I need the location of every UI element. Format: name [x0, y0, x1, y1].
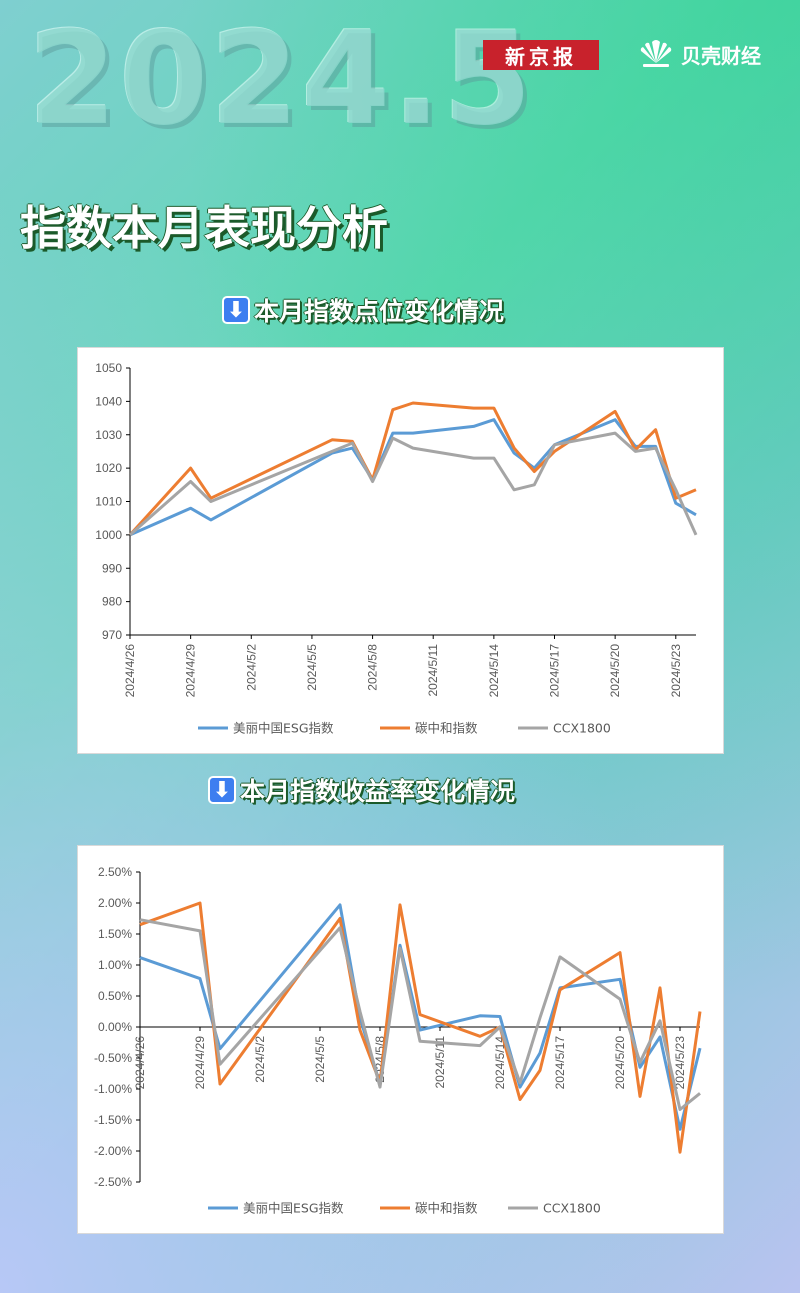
- x-tick-label: 2024/4/29: [193, 1036, 207, 1090]
- legend-label-carbon: 碳中和指数: [415, 1201, 478, 1216]
- x-tick-label: 2024/5/20: [608, 644, 622, 698]
- x-tick-label: 2024/5/8: [366, 644, 380, 691]
- legend-label-ccx: CCX1800: [553, 721, 611, 736]
- x-tick-label: 2024/4/29: [184, 644, 198, 698]
- y-tick-label: 1.00%: [98, 958, 132, 972]
- y-tick-label: 970: [102, 628, 122, 642]
- chart1-title-text: 本月指数点位变化情况: [254, 297, 505, 326]
- y-tick-label: 1030: [95, 428, 122, 442]
- y-tick-label: 1020: [95, 461, 122, 475]
- x-tick-label: 2024/5/17: [553, 1036, 567, 1090]
- series-line-esg: [139, 903, 702, 1131]
- y-tick-label: 2.00%: [98, 896, 132, 910]
- y-tick-label: 1010: [95, 495, 122, 509]
- chart2-panel: 2.50% 2.00% 1.50% 1.00% 0.50% 0.00% -0.50% -1.0…: [77, 845, 724, 1234]
- series-line-ccx: [139, 918, 701, 1111]
- x-tick-label: 2024/4/26: [123, 644, 137, 698]
- y-tick-label: 980: [102, 595, 122, 609]
- brand-logo-beike: 贝壳财经: [637, 38, 761, 70]
- chart1-title: ⬇ 本月指数点位变化情况: [222, 292, 504, 328]
- y-tick-label: -1.00%: [94, 1082, 132, 1096]
- y-tick-label: 0.00%: [98, 1020, 132, 1034]
- x-tick-label: 2024/5/5: [305, 644, 319, 691]
- brand-name: 贝壳财经: [681, 43, 761, 68]
- x-tick-label: 2024/5/2: [253, 1036, 267, 1083]
- chart1-svg: 1050104010301020101010009909809702024/4/…: [95, 361, 698, 736]
- shell-logo-icon: [640, 40, 672, 67]
- y-tick-label: -2.00%: [94, 1144, 132, 1158]
- x-tick-label: 2024/5/2: [244, 644, 258, 691]
- chart1-panel: 1050 1040 1030 1020 1010 1000 990 980 970 2024/4/…: [77, 347, 724, 754]
- legend-label-carbon: 碳中和指数: [415, 721, 478, 736]
- x-tick-label: 2024/5/17: [548, 644, 562, 698]
- x-tick-label: 2024/5/11: [426, 644, 440, 697]
- down-arrow-icon: ⬇: [222, 296, 250, 324]
- down-arrow-icon: ⬇: [208, 776, 236, 804]
- year-banner: 2024.5: [28, 5, 534, 154]
- x-tick-label: 2024/5/20: [613, 1036, 627, 1090]
- series-line-ccx: [129, 431, 698, 537]
- x-tick-label: 2024/4/26: [133, 1036, 147, 1090]
- legend-label-esg: 美丽中国ESG指数: [233, 721, 334, 736]
- y-tick-label: 0.50%: [98, 989, 132, 1003]
- x-tick-label: 2024/5/14: [493, 1036, 507, 1090]
- x-tick-label: 2024/5/23: [673, 1036, 687, 1090]
- series-line-carbon: [139, 901, 702, 1154]
- y-tick-label: -1.50%: [94, 1113, 132, 1127]
- series-line-carbon: [128, 401, 697, 536]
- legend-label-esg: 美丽中国ESG指数: [243, 1201, 344, 1216]
- brand-logo-xinjingbao: 新京报: [483, 40, 599, 70]
- y-tick-label: 1000: [95, 528, 122, 542]
- x-tick-label: 2024/5/11: [433, 1036, 447, 1089]
- chart2-title-text: 本月指数收益率变化情况: [240, 777, 516, 806]
- y-tick-label: -2.50%: [94, 1175, 132, 1189]
- y-tick-label: -0.50%: [94, 1051, 132, 1065]
- y-tick-label: 2.50%: [98, 865, 132, 879]
- section-title: 指数本月表现分析: [20, 201, 388, 255]
- chart2-title: ⬇ 本月指数收益率变化情况: [208, 772, 515, 808]
- chart2-svg: 2.50% 2.00% 1.50% 1.00% 0.50% 0.00% -0.50% -1.0…: [94, 865, 702, 1216]
- series-line-esg: [129, 418, 697, 537]
- y-tick-label: 1.50%: [98, 927, 132, 941]
- y-tick-label: 1040: [95, 394, 122, 408]
- x-tick-label: 2024/5/23: [669, 644, 683, 698]
- x-tick-label: 2024/5/14: [487, 644, 501, 698]
- x-tick-label: 2024/5/5: [313, 1036, 327, 1083]
- legend-label-ccx: CCX1800: [543, 1201, 601, 1216]
- y-tick-label: 1050: [95, 361, 122, 375]
- y-tick-label: 990: [102, 561, 122, 575]
